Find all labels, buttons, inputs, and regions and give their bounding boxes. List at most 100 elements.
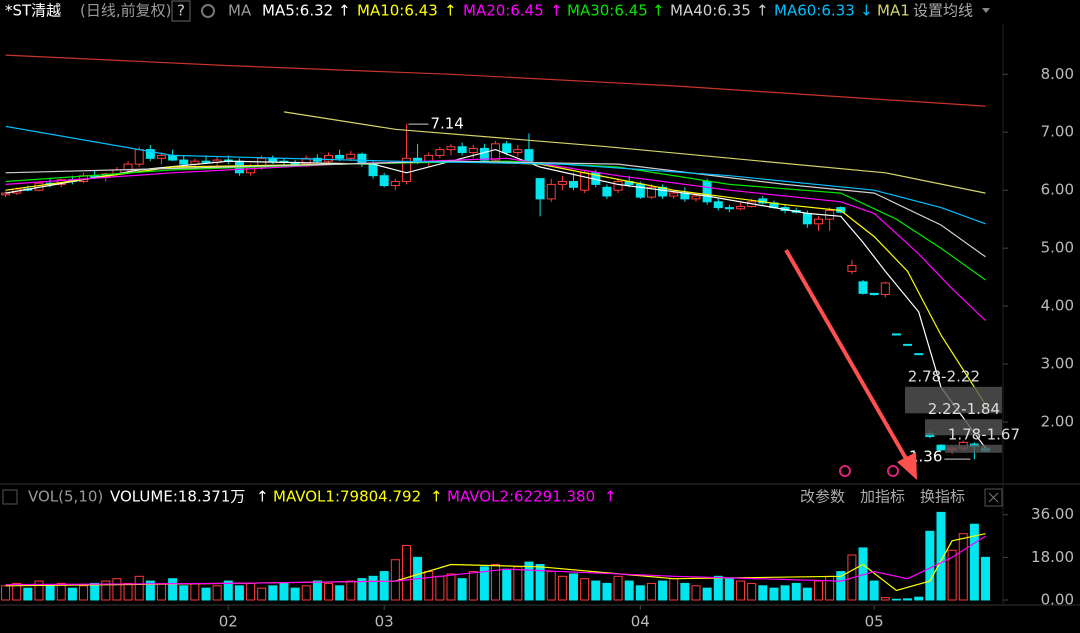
button[interactable]: 加指标: [860, 488, 905, 506]
candle-body: [602, 186, 612, 197]
candle-body: [658, 186, 668, 197]
volume-bar: [914, 596, 924, 601]
candle-body: [568, 180, 578, 188]
volume-bar: [825, 575, 835, 601]
vol-title: VOL(5,10): [28, 488, 103, 506]
legend-arrow: ↑: [604, 488, 617, 506]
volume-bar: [190, 582, 200, 601]
volume-bar: [156, 582, 166, 601]
volume-bar: [90, 582, 100, 601]
candle-body: [401, 157, 411, 182]
legend-arrow: ↑: [756, 2, 769, 20]
candle-body: [435, 149, 445, 156]
event-icon[interactable]: [887, 465, 899, 477]
volume-bar: [401, 545, 411, 601]
y-tick-label: 6.00: [1041, 181, 1074, 199]
legend-entry: MA1: [877, 2, 910, 20]
event-icon[interactable]: [839, 465, 851, 477]
help[interactable]: ?: [177, 2, 185, 20]
volume-bar: [502, 568, 512, 601]
volume-bar: [12, 582, 22, 601]
x-tick-label: 03: [375, 613, 394, 631]
close-box[interactable]: [984, 488, 1003, 507]
legend-entry: MA5:6.32: [262, 2, 333, 20]
annotation-label: 7.14: [430, 115, 463, 133]
legend-entry: MA40:6.35: [670, 2, 751, 20]
chip-range: [905, 386, 1002, 414]
candle-body: [457, 146, 467, 154]
help-box[interactable]: [171, 0, 191, 22]
legend-arrow: ↑: [430, 488, 443, 506]
volume-bar: [758, 585, 768, 601]
y-tick-label: 3.00: [1041, 355, 1074, 373]
chip-range: [945, 444, 1002, 453]
volume-bar: [691, 585, 701, 601]
gear-icon[interactable]: [201, 4, 215, 18]
candle-body: [858, 281, 868, 294]
x-tick-label: 02: [219, 613, 238, 631]
candle-body: [669, 192, 679, 197]
volume-bar: [79, 585, 89, 601]
volume-bar: [791, 582, 801, 601]
ma-line: [283, 111, 986, 194]
volume-bar: [869, 580, 879, 601]
volume-bar: [958, 533, 968, 601]
ma-line: [5, 160, 986, 281]
volume-bar: [591, 580, 601, 601]
legend-arrow: ↑: [444, 2, 457, 20]
volume-bar: [602, 582, 612, 601]
candle-body: [324, 154, 334, 162]
candle-body: [468, 147, 478, 154]
button[interactable]: 改参数: [800, 488, 845, 506]
candle-body: [134, 149, 144, 165]
volume-bar: [424, 571, 434, 601]
volume-bar: [580, 578, 590, 601]
volume-bar: [969, 523, 979, 601]
volume-bar: [357, 578, 367, 601]
volume-bar: [780, 585, 790, 601]
candle-body: [1, 192, 11, 196]
volume-bar: [67, 587, 77, 601]
candle-body: [513, 149, 523, 154]
candle-body: [613, 180, 623, 191]
ma-line: [5, 125, 986, 225]
legend-entry: MA20:6.45: [463, 2, 544, 20]
volume-bar: [145, 580, 155, 601]
ma-settings[interactable]: 设置均线: [913, 2, 973, 20]
candle-body: [268, 157, 278, 162]
y-tick-label: 8.00: [1041, 65, 1074, 83]
volume-bar: [535, 563, 545, 601]
candle-body: [346, 153, 356, 159]
legend-arrow: ↑: [652, 2, 665, 20]
volume-bar: [669, 578, 679, 601]
candle-body: [702, 180, 712, 203]
volume-bar: [747, 582, 757, 601]
chip-range: [925, 419, 1002, 436]
ma-line: [5, 148, 986, 449]
ma-line: [5, 535, 986, 586]
volume-bar: [134, 575, 144, 601]
collapse-box[interactable]: [2, 489, 18, 505]
volume-bar: [557, 575, 567, 601]
volume-bar: [45, 585, 55, 601]
button[interactable]: 换指标: [920, 488, 965, 506]
volume-bar: [279, 582, 289, 601]
volume-bar: [246, 582, 256, 601]
candle-body: [580, 172, 590, 191]
volume-bar: [201, 587, 211, 601]
vol-arrow: ↑: [256, 488, 269, 506]
volume-bar: [368, 575, 378, 601]
candle-body: [914, 353, 924, 356]
volume-bar: [23, 587, 33, 601]
candle-body: [201, 160, 211, 163]
volume-bar: [179, 585, 189, 601]
y-tick-label: 7.00: [1041, 123, 1074, 141]
volume-bar: [903, 598, 913, 601]
dropdown-icon[interactable]: [982, 8, 990, 13]
ma-line: [5, 54, 986, 107]
close-icon[interactable]: [988, 492, 999, 503]
candle-body: [713, 201, 723, 209]
volume-bar: [836, 571, 846, 601]
legend-entry: MA30:6.45: [567, 2, 648, 20]
